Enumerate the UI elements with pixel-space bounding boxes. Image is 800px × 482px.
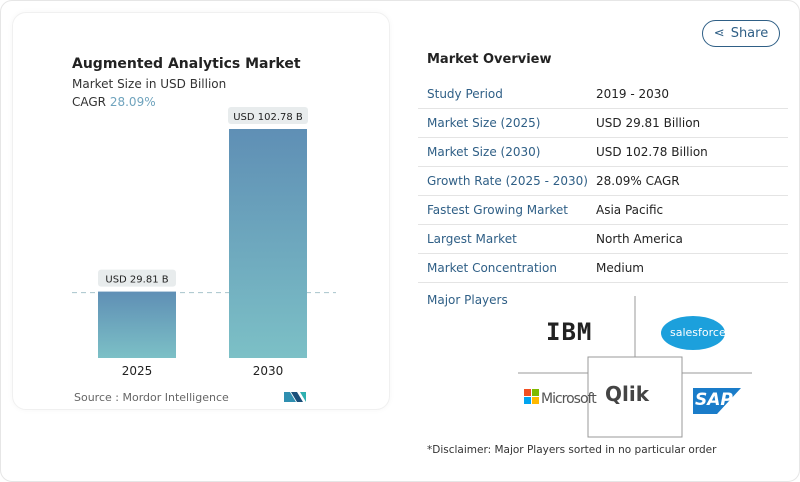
data-label: USD 29.81 B bbox=[105, 275, 168, 286]
chart-title: Augmented Analytics Market bbox=[72, 56, 301, 72]
mordor-logo-icon bbox=[284, 392, 306, 402]
microsoft-logo: Microsoft bbox=[541, 391, 597, 407]
x-tick-label: 2030 bbox=[253, 364, 284, 378]
bar-2025 bbox=[98, 291, 176, 358]
data-label-bg bbox=[228, 107, 308, 124]
row-label: Market Concentration bbox=[427, 261, 557, 275]
row-value: Asia Pacific bbox=[596, 203, 664, 217]
bar-chart: USD 29.81 B 2025 USD 102.78 B 2030 bbox=[72, 107, 336, 378]
overview-row: Market Size (2030) USD 102.78 Billion bbox=[418, 138, 788, 167]
share-icon: ⋖ bbox=[713, 26, 725, 41]
row-value: USD 29.81 Billion bbox=[596, 116, 701, 130]
major-players-label: Major Players bbox=[427, 293, 508, 307]
source-text: Source : Mordor Intelligence bbox=[74, 391, 229, 404]
row-label: Market Size (2030) bbox=[427, 145, 541, 159]
row-value: USD 102.78 Billion bbox=[596, 145, 708, 159]
row-label: Growth Rate (2025 - 2030) bbox=[427, 174, 588, 188]
chart-subtitle: Market Size in USD Billion bbox=[72, 77, 227, 91]
salesforce-logo: salesforce bbox=[670, 326, 726, 339]
row-label: Market Size (2025) bbox=[427, 116, 541, 130]
row-value: 2019 - 2030 bbox=[596, 87, 670, 101]
row-label: Study Period bbox=[427, 87, 503, 101]
overview-row: Fastest Growing Market Asia Pacific bbox=[418, 196, 788, 225]
row-label: Largest Market bbox=[427, 232, 517, 246]
overview-row: Study Period 2019 - 2030 bbox=[418, 80, 788, 109]
overview-title: Market Overview bbox=[427, 52, 552, 67]
cagr: CAGR 28.09% bbox=[72, 95, 156, 109]
bar-2030 bbox=[229, 129, 307, 358]
cagr-value: 28.09% bbox=[109, 95, 156, 109]
cagr-label: CAGR bbox=[72, 95, 107, 109]
data-label-bg bbox=[98, 269, 176, 287]
row-label: Fastest Growing Market bbox=[427, 203, 569, 217]
ibm-logo: IBM bbox=[546, 318, 593, 346]
overview-row: Market Size (2025) USD 29.81 Billion bbox=[418, 109, 788, 138]
overview-row: Largest Market North America bbox=[418, 225, 788, 254]
row-value: Medium bbox=[596, 261, 644, 275]
sap-logo: SAP bbox=[695, 390, 733, 410]
row-value: 28.09% CAGR bbox=[596, 174, 680, 188]
data-label: USD 102.78 B bbox=[233, 112, 303, 123]
chart-card bbox=[12, 12, 390, 410]
overview-row: Growth Rate (2025 - 2030) 28.09% CAGR bbox=[418, 167, 788, 196]
disclaimer: *Disclaimer: Major Players sorted in no … bbox=[427, 444, 717, 456]
overview-row: Market Concentration Medium bbox=[418, 254, 788, 283]
x-tick-label: 2025 bbox=[122, 364, 153, 378]
row-value: North America bbox=[596, 232, 683, 246]
qlik-logo: Qlik bbox=[605, 382, 650, 406]
share-button[interactable]: ⋖ Share bbox=[702, 20, 780, 47]
share-label: Share bbox=[730, 26, 769, 41]
